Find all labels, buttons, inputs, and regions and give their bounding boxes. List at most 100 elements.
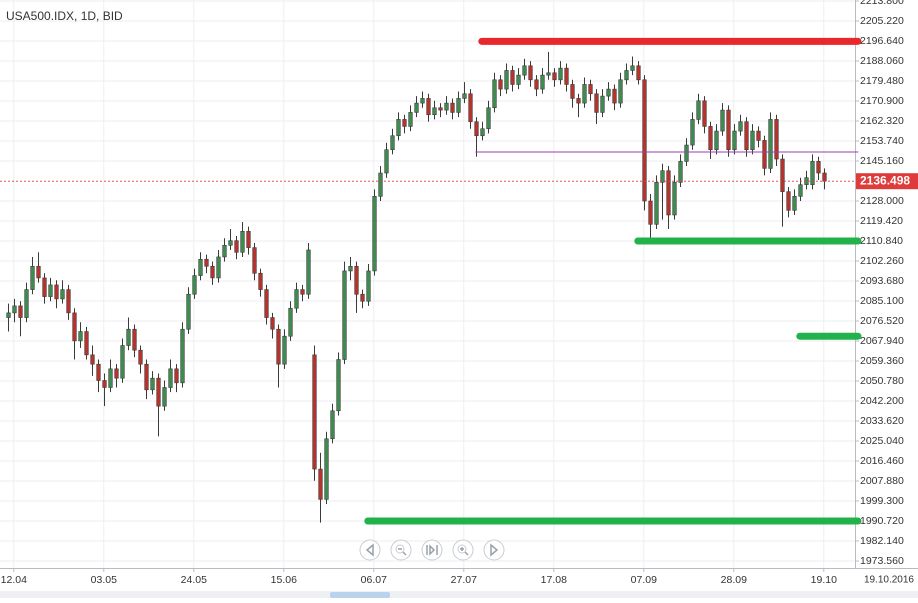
zoom-out-button[interactable] bbox=[390, 539, 412, 561]
y-tick-label: 2162.320 bbox=[860, 115, 904, 127]
candle-body bbox=[456, 98, 461, 113]
navigation bbox=[359, 539, 505, 561]
candle-body bbox=[330, 410, 335, 440]
candle-body bbox=[186, 293, 191, 330]
y-tick-label: 2196.640 bbox=[860, 35, 904, 47]
candle-body bbox=[294, 289, 299, 309]
candle-body bbox=[822, 172, 827, 182]
y-tick-label: 2188.060 bbox=[860, 55, 904, 67]
y-tick-label: 2179.480 bbox=[860, 75, 904, 87]
candle-body bbox=[630, 65, 635, 71]
candle-body bbox=[660, 170, 665, 183]
y-tick-label: 2025.040 bbox=[860, 435, 904, 447]
scrollbar[interactable] bbox=[0, 591, 918, 598]
chart-title: USA500.IDX, 1D, BID bbox=[6, 9, 123, 23]
candle-body bbox=[546, 72, 551, 76]
candle-body bbox=[642, 79, 647, 202]
y-tick-label: 2170.900 bbox=[860, 95, 904, 107]
zoom-in-button[interactable] bbox=[452, 539, 474, 561]
candle-body bbox=[444, 102, 449, 111]
candle-body bbox=[474, 121, 479, 137]
y-tick-label: 2153.740 bbox=[860, 135, 904, 147]
candle-body bbox=[204, 258, 209, 267]
candle-body bbox=[618, 79, 623, 104]
y-tick-label: 2050.780 bbox=[860, 375, 904, 387]
candle-body bbox=[588, 84, 593, 95]
candle-body bbox=[300, 289, 305, 295]
candle-body bbox=[6, 312, 11, 318]
candle-body bbox=[228, 240, 233, 246]
candle-body bbox=[762, 140, 767, 169]
grid bbox=[0, 0, 859, 572]
candle-body bbox=[24, 289, 29, 318]
scroll-right-button[interactable] bbox=[483, 539, 505, 561]
candle-body bbox=[756, 130, 761, 141]
x-tick-label: 19.10 bbox=[811, 574, 837, 586]
candle-body bbox=[462, 93, 467, 99]
candle-body bbox=[606, 88, 611, 97]
candle-body bbox=[534, 79, 539, 90]
candle-body bbox=[732, 130, 737, 151]
y-tick-label: 2016.460 bbox=[860, 455, 904, 467]
candle-body bbox=[810, 161, 815, 185]
x-tick-label: 15.06 bbox=[271, 574, 297, 586]
y-tick-label: 2205.220 bbox=[860, 15, 904, 27]
candle-body bbox=[324, 438, 329, 500]
candle-body bbox=[402, 119, 407, 127]
y-tick-label: 2110.840 bbox=[860, 235, 903, 247]
scroll-left-button[interactable] bbox=[359, 539, 381, 561]
candle-body bbox=[636, 65, 641, 81]
candle-body bbox=[510, 70, 515, 85]
candle-body bbox=[264, 289, 269, 318]
candle-body bbox=[390, 135, 395, 151]
candle-body bbox=[408, 112, 413, 127]
candle-body bbox=[318, 468, 323, 500]
candle-body bbox=[336, 359, 341, 412]
candle-body bbox=[738, 121, 743, 132]
x-tick-label: 03.05 bbox=[91, 574, 117, 586]
candle-body bbox=[576, 98, 581, 104]
x-tick-label: 27.07 bbox=[451, 574, 477, 586]
y-tick-label: 1982.140 bbox=[860, 535, 904, 547]
date-label: 19.10.2016 bbox=[864, 575, 914, 586]
scroll-thumb[interactable] bbox=[330, 592, 390, 598]
candle-body bbox=[72, 312, 77, 342]
candle-body bbox=[306, 249, 311, 295]
x-tick-label: 17.08 bbox=[541, 574, 567, 586]
candle-body bbox=[252, 247, 257, 274]
reset-button[interactable] bbox=[421, 539, 443, 561]
candle-body bbox=[156, 377, 161, 407]
candle-body bbox=[774, 119, 779, 160]
candle-body bbox=[468, 93, 473, 123]
candle-body bbox=[672, 182, 677, 216]
candle-body bbox=[234, 240, 239, 253]
candle-body bbox=[612, 88, 617, 104]
candle-body bbox=[108, 368, 113, 388]
candle-body bbox=[222, 244, 227, 258]
candle-body bbox=[690, 119, 695, 146]
y-tick-label: 2076.520 bbox=[860, 315, 904, 327]
y-tick-label: 2145.160 bbox=[860, 155, 904, 167]
candle-body bbox=[600, 95, 605, 113]
candle-body bbox=[96, 363, 101, 381]
x-tick-label: 24.05 bbox=[181, 574, 207, 586]
candle-body bbox=[768, 119, 773, 169]
candle-body bbox=[582, 84, 587, 104]
candle-body bbox=[624, 70, 629, 81]
candle-body bbox=[378, 172, 383, 197]
candle-body bbox=[552, 72, 557, 81]
candle-body bbox=[12, 305, 17, 314]
candle-body bbox=[666, 170, 671, 216]
candle-body bbox=[30, 265, 35, 290]
last-price-tag bbox=[856, 173, 918, 190]
candle-body bbox=[282, 335, 287, 365]
x-tick-label: 07.09 bbox=[631, 574, 657, 586]
y-tick-label: 2042.200 bbox=[860, 395, 904, 407]
candle-body bbox=[216, 256, 221, 279]
x-tick-label: 12.04 bbox=[1, 574, 27, 586]
candle-body bbox=[312, 354, 317, 470]
y-tick-label: 2119.420 bbox=[860, 215, 903, 227]
candle-body bbox=[702, 100, 707, 127]
